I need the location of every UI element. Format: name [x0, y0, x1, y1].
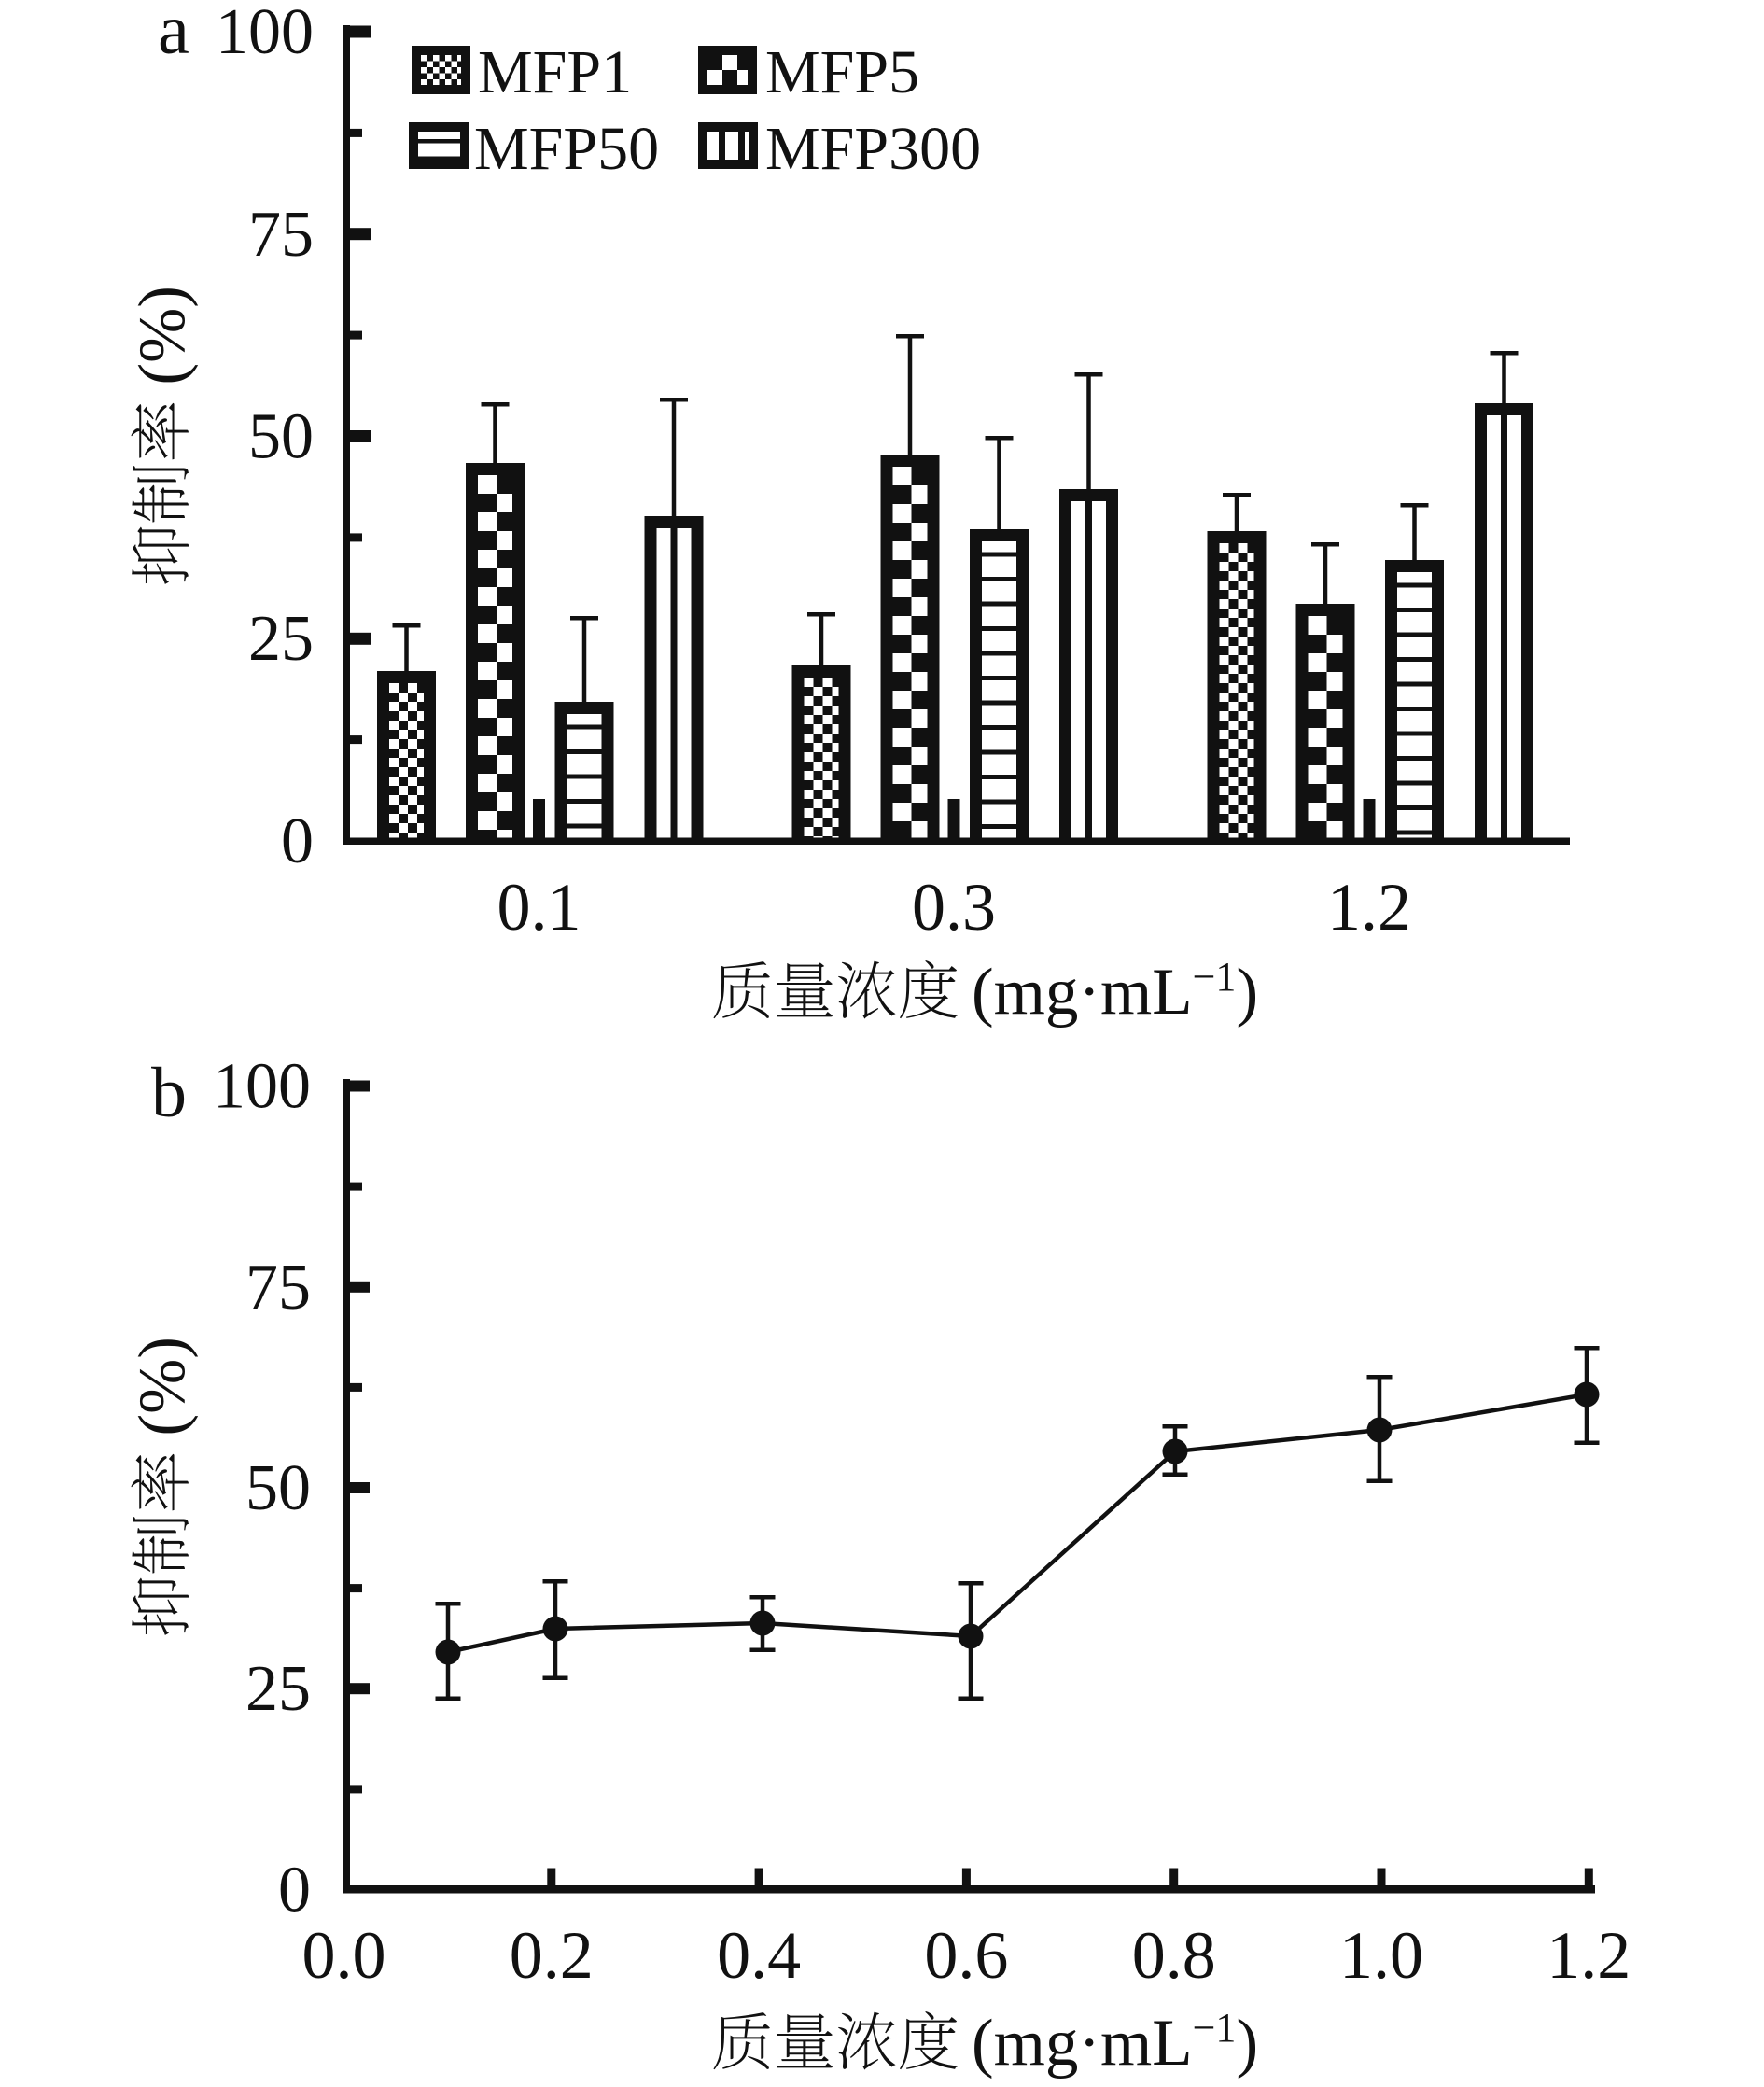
svg-text:(%): (%)	[126, 286, 199, 385]
svg-text:50: 50	[248, 401, 314, 473]
svg-text:MFP300: MFP300	[765, 115, 981, 183]
svg-text:50: 50	[245, 1452, 311, 1524]
svg-text:0.6: 0.6	[924, 1918, 1008, 1993]
svg-text:25: 25	[245, 1653, 311, 1725]
svg-text:MFP5: MFP5	[765, 38, 919, 106]
svg-text:(%): (%)	[126, 1337, 199, 1436]
svg-text:0.4: 0.4	[717, 1918, 801, 1993]
svg-text:0.1: 0.1	[497, 870, 581, 945]
svg-text:0.8: 0.8	[1132, 1918, 1216, 1993]
svg-text:25: 25	[248, 603, 314, 675]
svg-text:MFP1: MFP1	[478, 38, 632, 106]
svg-text:0.2: 0.2	[510, 1918, 594, 1993]
svg-text:1.2: 1.2	[1327, 870, 1411, 945]
svg-text:100: 100	[216, 0, 314, 68]
svg-text:0.3: 0.3	[912, 870, 996, 945]
svg-text:75: 75	[248, 199, 314, 271]
svg-text:MFP50: MFP50	[474, 115, 659, 183]
svg-text:0.0: 0.0	[302, 1918, 386, 1993]
svg-text:1.2: 1.2	[1547, 1918, 1631, 1993]
svg-text:1.0: 1.0	[1339, 1918, 1423, 1993]
svg-text:b: b	[151, 1054, 187, 1132]
svg-text:75: 75	[245, 1252, 311, 1324]
svg-text:a: a	[158, 0, 189, 69]
svg-text:0: 0	[281, 805, 314, 877]
svg-text:0: 0	[278, 1855, 311, 1926]
svg-text:100: 100	[213, 1051, 311, 1123]
